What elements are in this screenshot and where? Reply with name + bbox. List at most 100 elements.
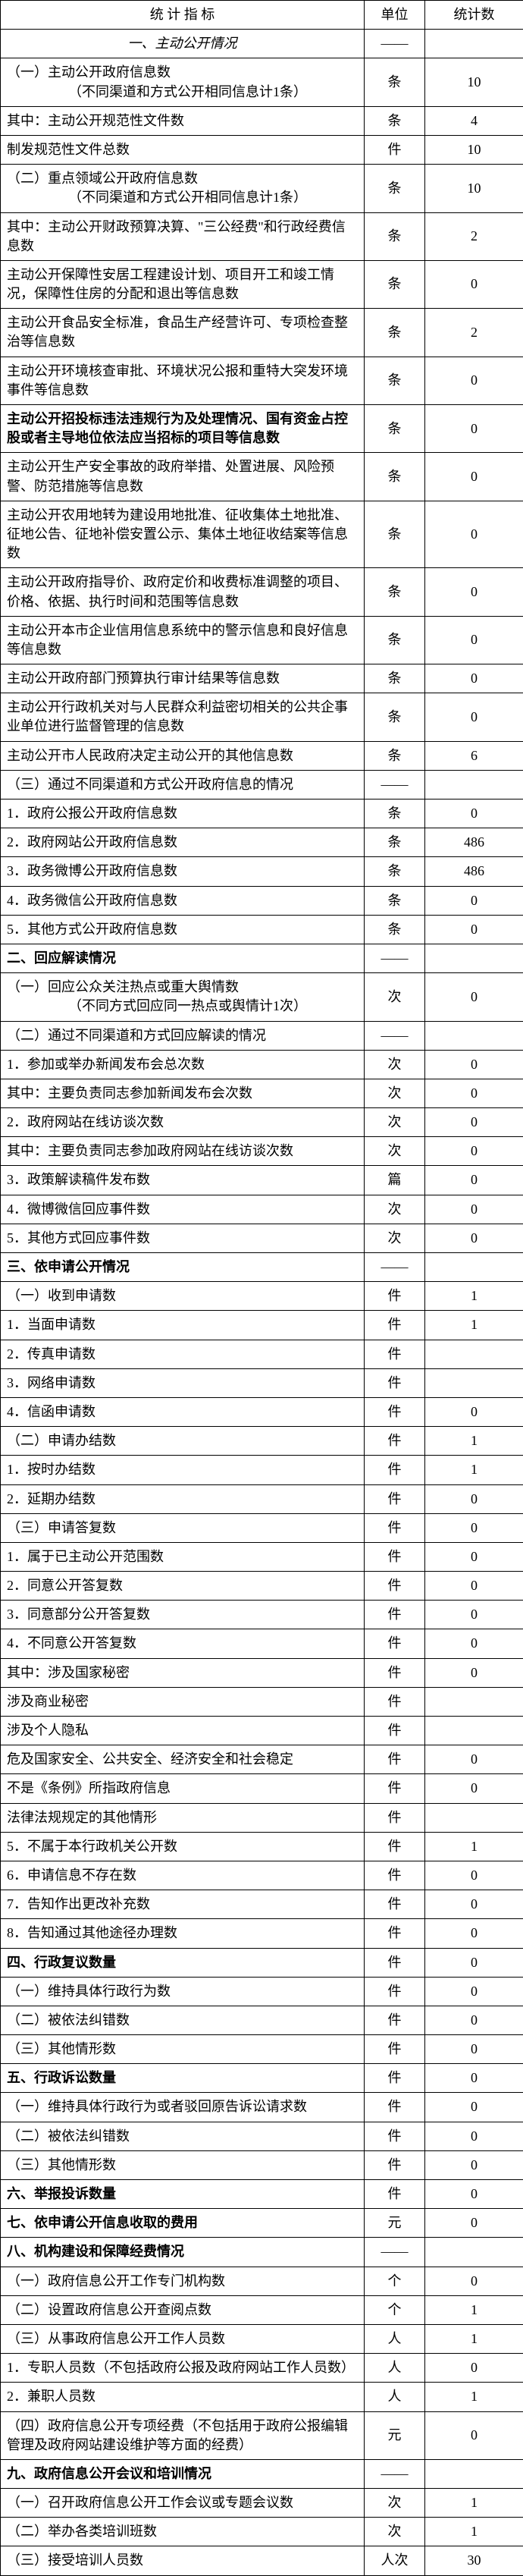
row-label: 4．政务微信公开政府信息数 [1,886,365,915]
table-row: 2．传真申请数件 [1,1340,523,1368]
table-row: （二）通过不同渠道和方式回应解读的情况—— [1,1021,523,1050]
row-value: 0 [425,501,523,568]
row-unit: 条 [365,309,425,357]
row-label: 其中：主动公开规范性文件数 [1,106,365,135]
row-unit: 元 [365,2411,425,2459]
row-label: 1．政府公报公开政府信息数 [1,800,365,828]
row-label: 5．其他方式回应事件数 [1,1224,365,1252]
row-unit: 个 [365,2267,425,2295]
row-unit: 件 [365,1629,425,1658]
row-unit: 条 [365,664,425,693]
row-label: 1．专职人员数（不包括政府公报及政府网站工作人员数） [1,2354,365,2383]
table-row: 8．告知通过其他途径办理数件0 [1,1919,523,1948]
table-row: 涉及个人隐私件 [1,1717,523,1745]
row-value [425,2459,523,2488]
table-row: （二）举办各类培训班数次1 [1,2518,523,2546]
row-value: 30 [425,2546,523,2575]
row-label: 3．网络申请数 [1,1368,365,1397]
row-label: 一、主动公开情况 [1,30,365,58]
row-label: 七、依申请公开信息收取的费用 [1,2209,365,2238]
table-row: 主动公开食品安全标准，食品生产经营许可、专项检查整治等信息数条2 [1,309,523,357]
row-value: 0 [425,973,523,1021]
table-row: 1．属于已主动公开范围数件0 [1,1542,523,1571]
row-value: 0 [425,1861,523,1890]
row-unit: 条 [365,616,425,664]
row-value: 1 [425,1282,523,1311]
table-row: （二）申请办结数件1 [1,1427,523,1456]
row-value: 0 [425,1224,523,1252]
row-unit: 件 [365,1601,425,1629]
row-unit: 件 [365,1340,425,1368]
row-unit: 元 [365,2209,425,2238]
table-row: 2．延期办结数件0 [1,1484,523,1513]
table-row: 制发规范性文件总数件10 [1,135,523,164]
row-unit: 条 [365,886,425,915]
row-label: （三）申请答复数 [1,1513,365,1542]
row-label: 1．按时办结数 [1,1456,365,1484]
row-label: （三）从事政府信息公开工作人员数 [1,2324,365,2353]
row-value: 0 [425,886,523,915]
row-unit: 件 [365,1282,425,1311]
row-unit: 条 [365,405,425,453]
table-row: 主动公开本市企业信用信息系统中的警示信息和良好信息等信息数条0 [1,616,523,664]
row-value: 10 [425,135,523,164]
table-row: 2．政府网站公开政府信息数条486 [1,828,523,857]
row-label: 主动公开生产安全事故的政府举措、处置进展、风险预警、防范措施等信息数 [1,453,365,501]
row-unit: 件 [365,1803,425,1832]
row-label: 其中：主要负责同志参加新闻发布会次数 [1,1079,365,1107]
row-unit: 件 [365,2180,425,2209]
row-unit: 条 [365,915,425,944]
row-value: 0 [425,1572,523,1601]
table-row: 主动公开政府指导价、政府定价和收费标准调整的项目、价格、依据、执行时间和范围等信… [1,568,523,616]
row-value [425,1368,523,1397]
row-value: 1 [425,2324,523,2353]
row-label: 三、依申请公开情况 [1,1253,365,1282]
row-label: 3．政务微博公开政府信息数 [1,857,365,886]
row-label: 2．政府网站公开政府信息数 [1,828,365,857]
row-value: 0 [425,568,523,616]
row-label: 六、举报投诉数量 [1,2180,365,2209]
row-label: 危及国家安全、公共安全、经济安全和社会稳定 [1,1745,365,1774]
row-unit: 条 [365,741,425,770]
table-row: 4．政务微信公开政府信息数条0 [1,886,523,915]
row-label: （二）设置政府信息公开查阅点数 [1,2295,365,2324]
table-row: 涉及商业秘密件 [1,1687,523,1716]
row-unit: 人 [365,2324,425,2353]
row-unit: 件 [365,1658,425,1687]
table-row: （三）其他情形数件0 [1,2150,523,2179]
row-value: 0 [425,2064,523,2093]
row-value: 0 [425,1601,523,1629]
row-value: 0 [425,1108,523,1137]
row-value: 1 [425,1832,523,1861]
table-row: 1．当面申请数件1 [1,1311,523,1340]
row-unit: 条 [365,857,425,886]
row-value: 0 [425,2180,523,2209]
table-row: （二）被依法纠错数件0 [1,2006,523,2034]
row-value: 0 [425,1774,523,1803]
row-unit: 件 [365,1427,425,1456]
row-value: 0 [425,664,523,693]
row-label: 4．微博微信回应事件数 [1,1195,365,1224]
row-unit: 次 [365,1108,425,1137]
row-value: 4 [425,106,523,135]
row-unit: 件 [365,1687,425,1716]
row-value: 0 [425,2267,523,2295]
row-label: 法律法规规定的其他情形 [1,1803,365,1832]
row-value: 0 [425,1658,523,1687]
row-unit: 次 [365,1137,425,1166]
row-label: （四）政府信息公开专项经费（不包括用于政府公报编辑管理及政府网站建设维护等方面的… [1,2411,365,2459]
row-value: 0 [425,915,523,944]
row-label: （二）重点领域公开政府信息数 （不同渠道和方式公开相同信息计1条） [1,165,365,212]
row-label: 其中：主要负责同志参加政府网站在线访谈次数 [1,1137,365,1166]
row-value [425,1717,523,1745]
table-row: 其中：主要负责同志参加政府网站在线访谈次数次0 [1,1137,523,1166]
table-row: 主动公开农用地转为建设用地批准、征收集体土地批准、征地公告、征地补偿安置公示、集… [1,501,523,568]
row-value: 0 [425,1919,523,1948]
statistics-table: 统 计 指 标单位统计数一、主动公开情况——（一）主动公开政府信息数 （不同渠道… [0,0,523,2576]
row-label: 6．申请信息不存在数 [1,1861,365,1890]
row-value: 0 [425,2209,523,2238]
row-label: 1．参加或举办新闻发布会总次数 [1,1050,365,1079]
row-label: （二）申请办结数 [1,1427,365,1456]
row-unit: 条 [365,165,425,212]
row-value: 1 [425,2489,523,2518]
